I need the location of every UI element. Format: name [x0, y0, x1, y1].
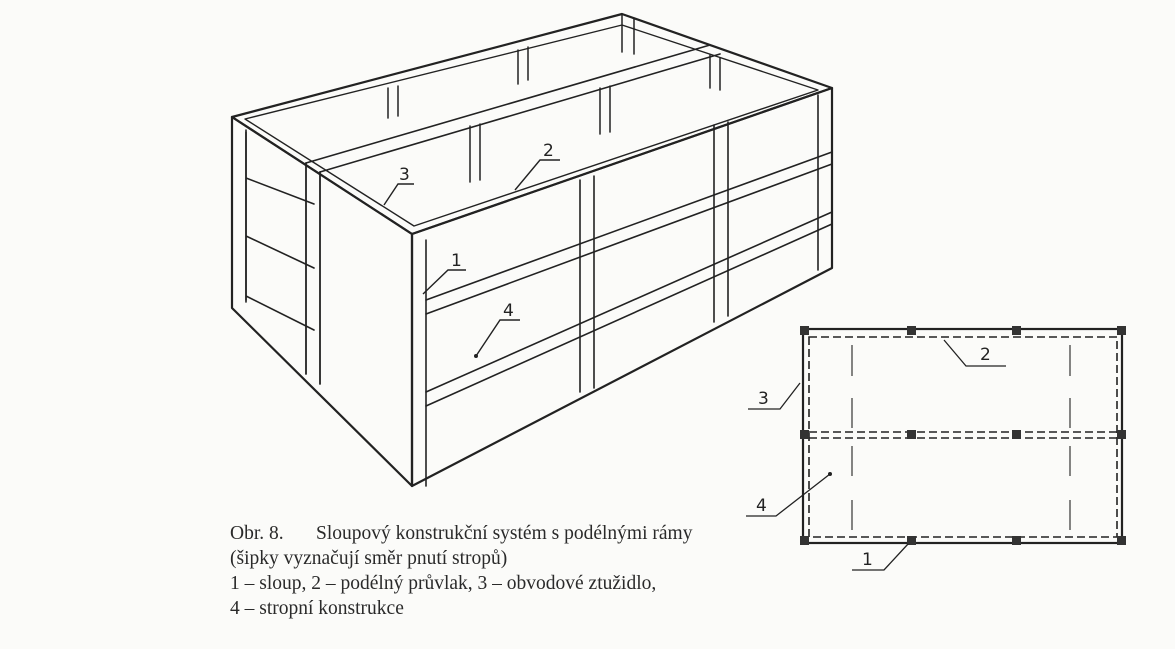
label-2-plan: 2 — [980, 345, 991, 365]
figure-caption: Obr. 8. Sloupový konstrukční systém s pod… — [230, 521, 750, 621]
label-2-3d: 2 — [543, 141, 554, 161]
caption-label: Obr. 8. — [230, 523, 284, 544]
front-column-1 — [579, 175, 595, 393]
caption-title-line: Obr. 8. Sloupový konstrukční systém s pod… — [230, 521, 750, 546]
label-4-plan: 4 — [756, 496, 767, 516]
caption-legend-2: 4 – stropní konstrukce — [230, 598, 404, 619]
front-face — [410, 86, 834, 488]
caption-title: Sloupový konstrukční systém s podélnými … — [316, 523, 693, 544]
roof-posts — [387, 13, 721, 183]
caption-note: (šipky vyznačují směr pnutí stropů) — [230, 548, 508, 569]
front-beam-2 — [425, 211, 833, 407]
front-column-2 — [713, 121, 729, 323]
roof-longitudinal-beam — [305, 44, 721, 173]
label-3-plan: 3 — [758, 389, 769, 409]
left-floor-lines — [245, 131, 315, 331]
label-1-plan: 1 — [862, 550, 873, 570]
label-3-3d: 3 — [399, 165, 410, 185]
front-beam-1 — [425, 151, 833, 315]
left-middle-column — [305, 162, 321, 385]
plan-dashed-frame — [808, 336, 1118, 538]
roof-frame-inner — [244, 24, 819, 227]
label-1-3d: 1 — [451, 251, 462, 271]
plan-middle-beam — [809, 431, 1117, 439]
caption-legend-1: 1 – sloup, 2 – podélný průvlak, 3 – obvo… — [230, 573, 657, 594]
label-4-3d: 4 — [503, 301, 514, 321]
